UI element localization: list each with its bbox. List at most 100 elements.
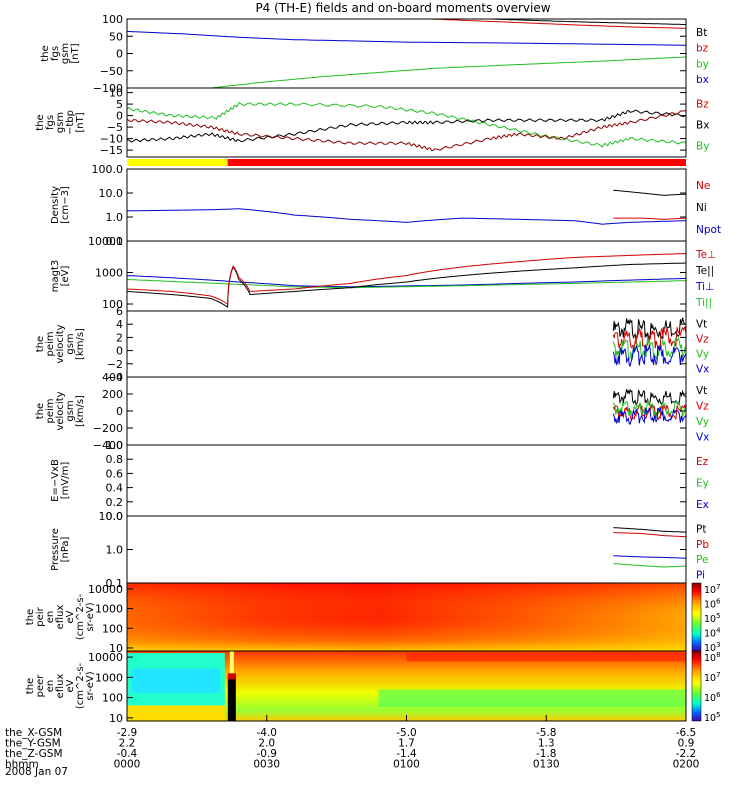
y-tick-label: 10.0 — [99, 187, 124, 200]
series-line — [210, 56, 686, 88]
heatmap-cells — [406, 653, 686, 662]
y-tick-label: 100 — [102, 622, 123, 635]
y-label-line: magt3 — [50, 260, 61, 293]
legend-entry: Pb — [696, 539, 709, 551]
panel-density: Density[cm−3] 100.0 10.0 1.0 0.1 Ne Ni Npot — [50, 163, 721, 248]
y-axis-label: thepeerenefluxeV(cm^2-s-sr-eV) — [25, 662, 96, 709]
x-row-name: the_Z-GSM — [5, 748, 63, 760]
legend-entry: Bz — [696, 99, 709, 111]
panel-pressure: Pressure[nPa] 10.0 1.0 0.1 Pt Pb Pe Pi — [50, 510, 709, 590]
x-row-value: 1.3 — [538, 738, 555, 750]
series-line — [419, 19, 686, 29]
colorbar-base: 10 — [704, 643, 716, 654]
y-tick-label: 10000 — [88, 235, 123, 248]
y-label-line: the — [25, 609, 36, 625]
series-line — [612, 400, 686, 419]
y-label-line: the — [35, 403, 46, 419]
y-axis-label: thefgsgsm−tbp[nT] — [35, 110, 86, 135]
legend-entry: Te⊥ — [695, 249, 716, 261]
x-row-value: 1.7 — [398, 738, 415, 750]
series-line — [612, 343, 686, 368]
heatmap-cells — [229, 651, 234, 676]
y-label-line: eflux — [55, 605, 66, 630]
y-label-line: en — [45, 611, 56, 624]
x-row-value: -1.4 — [396, 748, 417, 760]
series-line — [127, 110, 686, 152]
y-label-line: peer — [35, 674, 46, 698]
series-line — [613, 563, 686, 568]
x-row-value: -4.0 — [257, 727, 278, 739]
y-axis-label: thepeirenefluxeV(cm^2-s-sr-eV) — [25, 593, 96, 640]
y-label-line: [nT] — [70, 43, 81, 63]
series-line — [127, 275, 686, 288]
y-label-line: eV — [65, 679, 76, 692]
legend-entry: By — [696, 141, 709, 153]
y-label-line: [km/s] — [75, 328, 86, 360]
series-line — [127, 279, 686, 289]
legend-entry: Vx — [696, 364, 709, 376]
y-label-line: gsm — [65, 333, 76, 354]
legend-entry: Ez — [696, 456, 709, 468]
x-row-name: the_Y-GSM — [5, 738, 61, 750]
y-tick-label: 0 — [116, 110, 123, 123]
x-row-value: 2.2 — [119, 738, 136, 750]
colorbar-label: 106 — [704, 691, 721, 704]
y-label-line: the — [40, 45, 51, 61]
heatmap-cells — [127, 705, 225, 721]
y-label-line: [cm−3] — [60, 186, 71, 224]
y-tick-label: 1000 — [95, 267, 123, 280]
series-line — [612, 336, 686, 361]
panels: thefgsgsm[nT]100500−50−100Btbzbybxthefgs… — [25, 13, 721, 725]
colorbar-base: 10 — [704, 629, 716, 640]
y-label-line: the — [25, 678, 36, 694]
y-axis-label: E=−VxB[mV/m] — [50, 459, 71, 502]
panel-peir: thepeirenefluxeV(cm^2-s-sr-eV)1000010001… — [25, 582, 721, 655]
legend-entry: Ni — [696, 202, 707, 214]
x-row-value: 0130 — [533, 759, 560, 771]
series-line — [613, 189, 686, 196]
y-tick-label: 6 — [116, 305, 123, 318]
y-tick-label: 1.0 — [106, 439, 124, 452]
colorbar-base: 10 — [704, 653, 716, 664]
colorbar — [691, 650, 702, 722]
series-line — [127, 253, 686, 305]
y-label-line: [nPa] — [60, 536, 71, 562]
date-label: 2008 Jan 07 — [5, 766, 68, 778]
y-label-line: E=−VxB — [50, 459, 61, 502]
heatmap-overlay — [127, 583, 686, 651]
y-tick-label: −5 — [107, 121, 123, 134]
legend-entry: Ne — [696, 180, 710, 192]
legend-entry: Vy — [696, 416, 709, 428]
y-label-line: peim — [45, 331, 56, 356]
panel-peer: thepeerenefluxeV(cm^2-s-sr-eV)1000010001… — [25, 650, 721, 725]
colorbar-label: 104 — [704, 627, 721, 640]
chart-title: P4 (TH-E) fields and on-board moments ov… — [255, 1, 550, 15]
colorbar-base: 10 — [704, 693, 716, 704]
series-line — [127, 262, 686, 309]
y-label-line: sr-eV) — [85, 671, 96, 700]
colorbar-exp: 6 — [716, 691, 721, 699]
x-row-value: 0100 — [393, 759, 420, 771]
y-tick-label: 2 — [116, 331, 123, 344]
legend-entry: Vx — [696, 431, 709, 443]
y-tick-label: 100 — [102, 13, 123, 26]
series-line — [613, 527, 686, 533]
legend-entry: bz — [696, 43, 709, 55]
series-line — [127, 208, 686, 225]
y-label-line: −tbp — [65, 110, 76, 135]
y-label-line: gsm — [65, 400, 76, 421]
y-tick-label: 0 — [116, 405, 123, 418]
y-tick-label: 10 — [109, 712, 123, 725]
y-axis-label: magt3[eV] — [50, 260, 71, 293]
x-row-name: the_X-GSM — [5, 727, 62, 739]
colorbar-label: 107 — [704, 583, 721, 596]
y-label-line: (cm^2-s- — [75, 593, 86, 640]
series-line — [475, 19, 686, 25]
legend-entry: Bt — [696, 27, 707, 39]
y-tick-label: 5 — [116, 98, 123, 111]
y-axis-label: thepeimvelocitygsm[km/s] — [35, 391, 86, 430]
y-tick-label: 50 — [109, 30, 123, 43]
y-label-line: sr-eV) — [85, 602, 96, 631]
colorbar-exp: 3 — [716, 641, 720, 649]
